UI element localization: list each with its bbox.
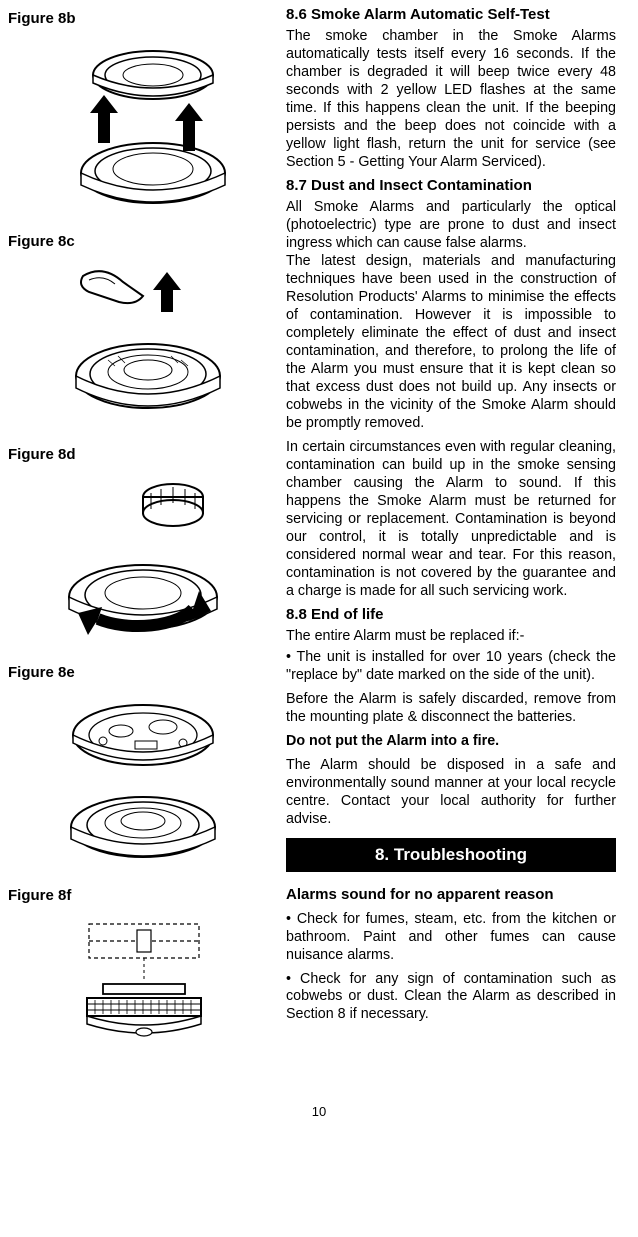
text-column: 8.6 Smoke Alarm Automatic Self-Test The … bbox=[286, 6, 616, 1090]
bullet-trouble-2: • Check for any sign of contamination su… bbox=[286, 971, 616, 1024]
figure-8b-image bbox=[28, 33, 258, 223]
bullet-8-8-1: • The unit is installed for over 10 year… bbox=[286, 649, 616, 684]
para-8-7-b: The latest design, materials and manufac… bbox=[286, 252, 616, 432]
figure-8c-image bbox=[28, 256, 258, 436]
figure-8d-image bbox=[28, 469, 258, 654]
para-8-7-a: All Smoke Alarms and particularly the op… bbox=[286, 198, 616, 252]
warning-no-fire: Do not put the Alarm into a fire. bbox=[286, 732, 616, 750]
heading-8-8: 8.8 End of life bbox=[286, 606, 616, 623]
figure-8e-image bbox=[28, 687, 258, 877]
figure-8e-label: Figure 8e bbox=[8, 664, 268, 681]
para-8-7-c: In certain circumstances even with regul… bbox=[286, 438, 616, 600]
bullet-trouble-1: • Check for fumes, steam, etc. from the … bbox=[286, 911, 616, 964]
figure-8c-label: Figure 8c bbox=[8, 233, 268, 250]
section-8-banner: 8. Troubleshooting bbox=[286, 838, 616, 872]
figures-column: Figure 8b Figure 8c bbox=[6, 6, 286, 1090]
para-8-8-intro: The entire Alarm must be replaced if:- bbox=[286, 627, 616, 645]
heading-trouble: Alarms sound for no apparent reason bbox=[286, 886, 616, 903]
para-8-8-discard: Before the Alarm is safely discarded, re… bbox=[286, 690, 616, 726]
figure-8f-label: Figure 8f bbox=[8, 887, 268, 904]
page-number: 10 bbox=[0, 1104, 638, 1119]
figure-8f-image bbox=[28, 910, 258, 1080]
para-8-8-dispose: The Alarm should be disposed in a safe a… bbox=[286, 756, 616, 828]
page: Figure 8b Figure 8c bbox=[0, 0, 638, 1100]
figure-8d-label: Figure 8d bbox=[8, 446, 268, 463]
para-8-6: The smoke chamber in the Smoke Alarms au… bbox=[286, 27, 616, 171]
figure-8b-label: Figure 8b bbox=[8, 10, 268, 27]
heading-8-6: 8.6 Smoke Alarm Automatic Self-Test bbox=[286, 6, 616, 23]
heading-8-7: 8.7 Dust and Insect Contamination bbox=[286, 177, 616, 194]
